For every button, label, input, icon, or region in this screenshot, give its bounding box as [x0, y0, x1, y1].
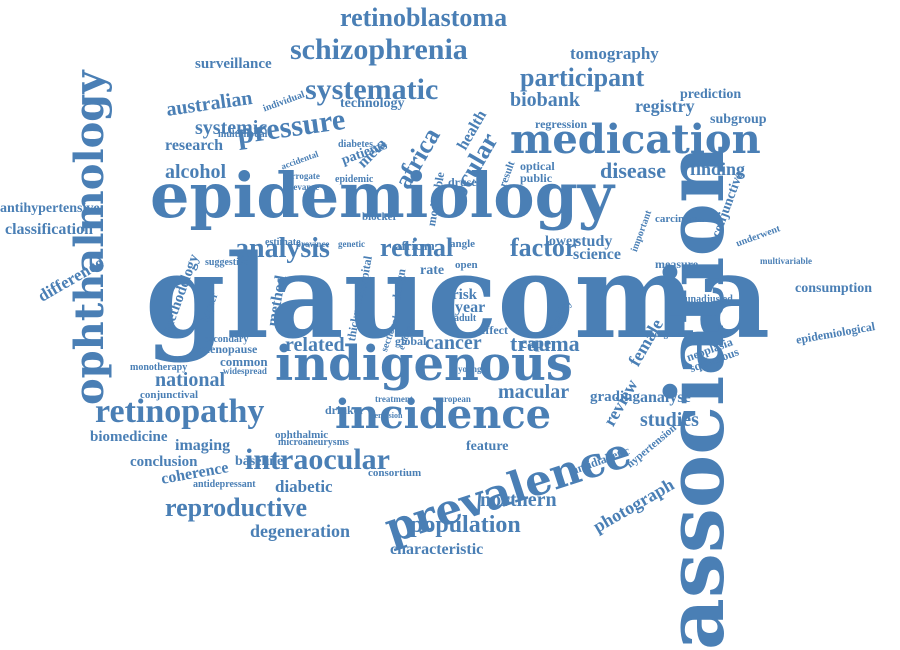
word-lower: lower	[545, 234, 579, 249]
word-finding: finding	[690, 159, 746, 179]
word-suggestive: suggestive	[205, 257, 249, 268]
word-rate: rate	[420, 263, 445, 278]
word-consumption: consumption	[795, 281, 873, 296]
word-widespread: widespread	[223, 366, 267, 376]
word-analysis: analysis	[235, 233, 330, 264]
word-registry: registry	[635, 96, 695, 116]
word-european: european	[435, 394, 471, 404]
word-macular: macular	[498, 381, 570, 403]
word-drinker: drinker	[325, 403, 365, 417]
word-secondary: secondary	[205, 334, 249, 345]
word-multivariable: multivariable	[760, 256, 812, 266]
word-cape: cape	[520, 335, 552, 352]
word-epidemiology: epidemiology	[150, 159, 614, 232]
word-incidence: incidence	[335, 391, 552, 438]
word-systematic: systematic	[305, 73, 439, 106]
word-prediction: prediction	[680, 87, 742, 102]
word-relevance: relevance	[283, 182, 320, 192]
word-cancer: cancer	[425, 332, 482, 354]
word-common: common	[220, 354, 268, 369]
word-antihypertensive: antihypertensive	[0, 201, 100, 216]
word-analyse: analyse	[640, 389, 691, 406]
word-microaneurysms: microaneurysms	[278, 437, 349, 448]
word-adult: adult	[454, 313, 477, 324]
word-technology: technology	[340, 96, 405, 111]
word-disease: disease	[600, 158, 666, 183]
word-blocker: blocker	[362, 211, 398, 223]
word-diabetes: diabetes	[338, 139, 373, 150]
word-research: research	[165, 137, 224, 154]
word-epidemic: epidemic	[335, 174, 374, 185]
word-medication: medication	[510, 116, 761, 163]
word-population: population	[410, 512, 521, 538]
word-monotherapy: monotherapy	[130, 362, 188, 373]
word-multimodal: multimodal	[218, 129, 268, 140]
word-epidemiological: epidemiological	[794, 319, 877, 347]
word-biobank: biobank	[510, 89, 581, 111]
word-retinoblastoma: retinoblastoma	[340, 3, 508, 32]
word-year: year	[455, 299, 486, 316]
word-perfusion: perfusion	[370, 411, 403, 420]
word-reproductive: reproductive	[165, 493, 308, 522]
word-related: related	[285, 334, 345, 356]
word-genetic: genetic	[338, 239, 365, 249]
word-public: public	[520, 171, 553, 185]
word-northern: northern	[480, 489, 557, 511]
word-regression: regression	[535, 117, 588, 131]
word-consortium: consortium	[368, 467, 422, 479]
word-imaging: imaging	[175, 437, 231, 454]
word-menopause: menopause	[200, 342, 258, 356]
word-treatment: treatment	[375, 394, 413, 404]
word-glaucoma: glaucoma	[145, 230, 771, 365]
word-ophthalmic: ophthalmic	[275, 429, 329, 441]
word-intraocular: intraocular	[245, 443, 390, 476]
word-drusen: drusen	[448, 175, 484, 189]
word-science: science	[573, 246, 621, 263]
word-subgroup: subgroup	[710, 112, 767, 127]
word-open: open	[455, 259, 478, 271]
word-alcohol: alcohol	[165, 161, 227, 183]
word-antidepressant: antidepressant	[193, 479, 256, 490]
word-study: study	[575, 233, 613, 250]
word-indigenous: indigenous	[275, 336, 573, 392]
word-systemic: systemic	[195, 117, 268, 139]
word-carcinoma: carcinoma	[655, 213, 705, 225]
word-measure: measure	[655, 257, 699, 271]
word-trauma: trauma	[510, 331, 580, 356]
word-baseline: baseline	[235, 454, 284, 469]
word-participant: participant	[520, 63, 645, 92]
word-risk: risk	[452, 287, 478, 303]
word-effect: effect	[480, 323, 508, 337]
word-characteristic: characteristic	[390, 541, 484, 558]
word-conjunctival: conjunctival	[140, 389, 199, 401]
word-tomography: tomography	[570, 44, 659, 63]
word-classification: classification	[5, 221, 93, 238]
word-feature: feature	[466, 439, 509, 454]
word-younger: younger	[458, 364, 490, 374]
word-diabetic: diabetic	[275, 477, 333, 496]
word-optical: optical	[520, 159, 555, 173]
word-schizophrenia: schizophrenia	[290, 33, 468, 66]
word-province: province	[296, 239, 330, 249]
word-global: global	[395, 334, 427, 348]
word-unadjusted: unadjusted	[685, 294, 733, 305]
word-angle: angle	[450, 238, 476, 250]
word-factor: factor	[510, 233, 577, 262]
word-biomedicine: biomedicine	[90, 429, 168, 445]
word-surrogate: surrogate	[283, 171, 320, 181]
word-national: national	[155, 369, 226, 391]
word-studies: studies	[640, 409, 699, 431]
word-estimate: estimate	[265, 237, 301, 248]
word-surveillance: surveillance	[195, 56, 272, 72]
word-degeneration: degeneration	[250, 521, 350, 541]
word-retinal: retinal	[380, 233, 454, 262]
word-retinopathy: retinopathy	[95, 393, 265, 430]
word-conclusion: conclusion	[130, 454, 198, 470]
word-background: background	[645, 329, 692, 339]
word-african: african	[395, 238, 435, 253]
word-australian: australian	[164, 86, 254, 121]
word-grading: grading	[590, 389, 641, 405]
